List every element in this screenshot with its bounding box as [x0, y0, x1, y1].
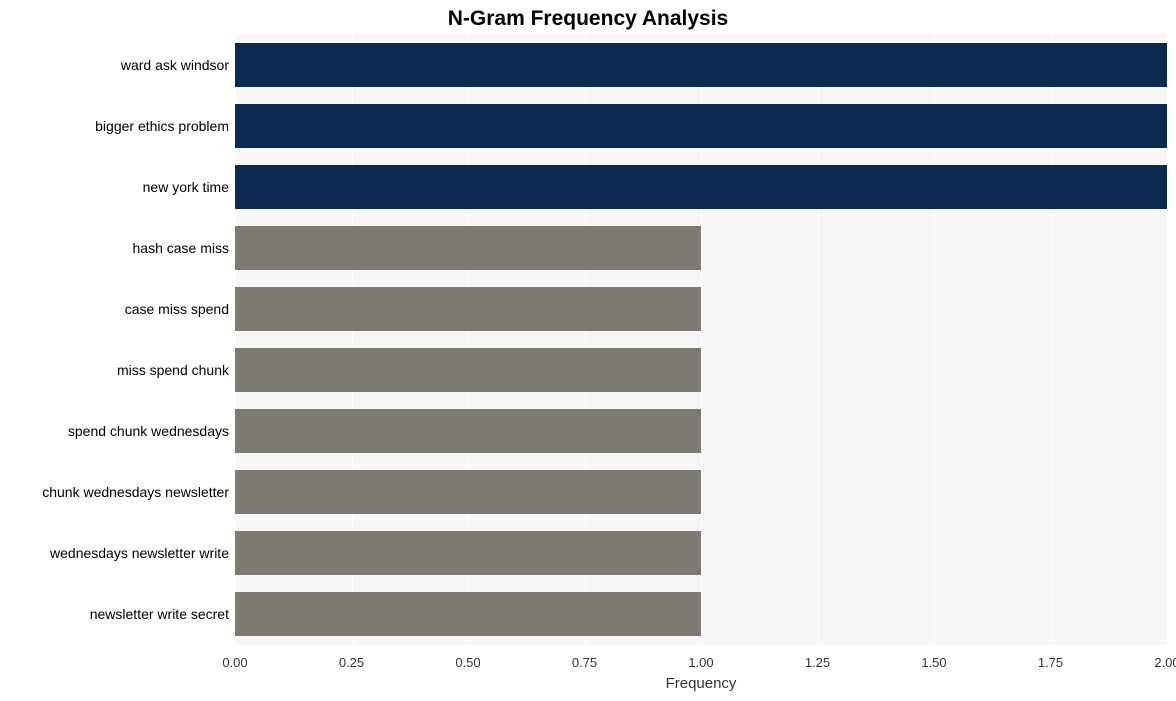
bar-row: miss spend chunk — [235, 340, 1167, 401]
category-label: chunk wednesdays newsletter — [42, 484, 235, 500]
x-axis-title: Frequency — [235, 675, 1167, 692]
bar-row: ward ask windsor — [235, 34, 1167, 95]
bar-row: new york time — [235, 156, 1167, 217]
x-tick-label: 1.25 — [805, 655, 830, 670]
category-label: ward ask windsor — [121, 57, 235, 73]
plot-area: ward ask windsorbigger ethics problemnew… — [235, 34, 1167, 645]
bar — [235, 470, 701, 514]
bar-row: case miss spend — [235, 278, 1167, 339]
x-tick-label: 2.00 — [1154, 655, 1176, 670]
bar-row: spend chunk wednesdays — [235, 401, 1167, 462]
category-label: miss spend chunk — [117, 362, 235, 378]
bar-row: wednesdays newsletter write — [235, 523, 1167, 584]
bar — [235, 348, 701, 392]
x-tick-label: 0.00 — [222, 655, 247, 670]
category-label: new york time — [143, 179, 235, 195]
bar — [235, 43, 1167, 87]
category-label: bigger ethics problem — [95, 118, 235, 134]
bar — [235, 409, 701, 453]
bar — [235, 226, 701, 270]
x-tick-label: 0.25 — [339, 655, 364, 670]
category-label: newsletter write secret — [90, 606, 235, 622]
category-label: spend chunk wednesdays — [68, 423, 235, 439]
bar — [235, 531, 701, 575]
x-tick-label: 0.75 — [572, 655, 597, 670]
x-tick-label: 1.00 — [688, 655, 713, 670]
gridline — [1167, 34, 1168, 645]
bar — [235, 104, 1167, 148]
bar — [235, 287, 701, 331]
bar-row: hash case miss — [235, 217, 1167, 278]
bar-row: chunk wednesdays newsletter — [235, 462, 1167, 523]
x-tick-label: 0.50 — [455, 655, 480, 670]
bar — [235, 592, 701, 636]
x-tick-label: 1.50 — [921, 655, 946, 670]
x-tick-label: 1.75 — [1038, 655, 1063, 670]
category-label: wednesdays newsletter write — [50, 545, 235, 561]
category-label: case miss spend — [125, 301, 235, 317]
bar-row: bigger ethics problem — [235, 95, 1167, 156]
chart-container: N-Gram Frequency Analysis ward ask winds… — [0, 0, 1176, 701]
bar — [235, 165, 1167, 209]
bar-row: newsletter write secret — [235, 584, 1167, 645]
category-label: hash case miss — [133, 240, 235, 256]
chart-title: N-Gram Frequency Analysis — [0, 7, 1176, 31]
